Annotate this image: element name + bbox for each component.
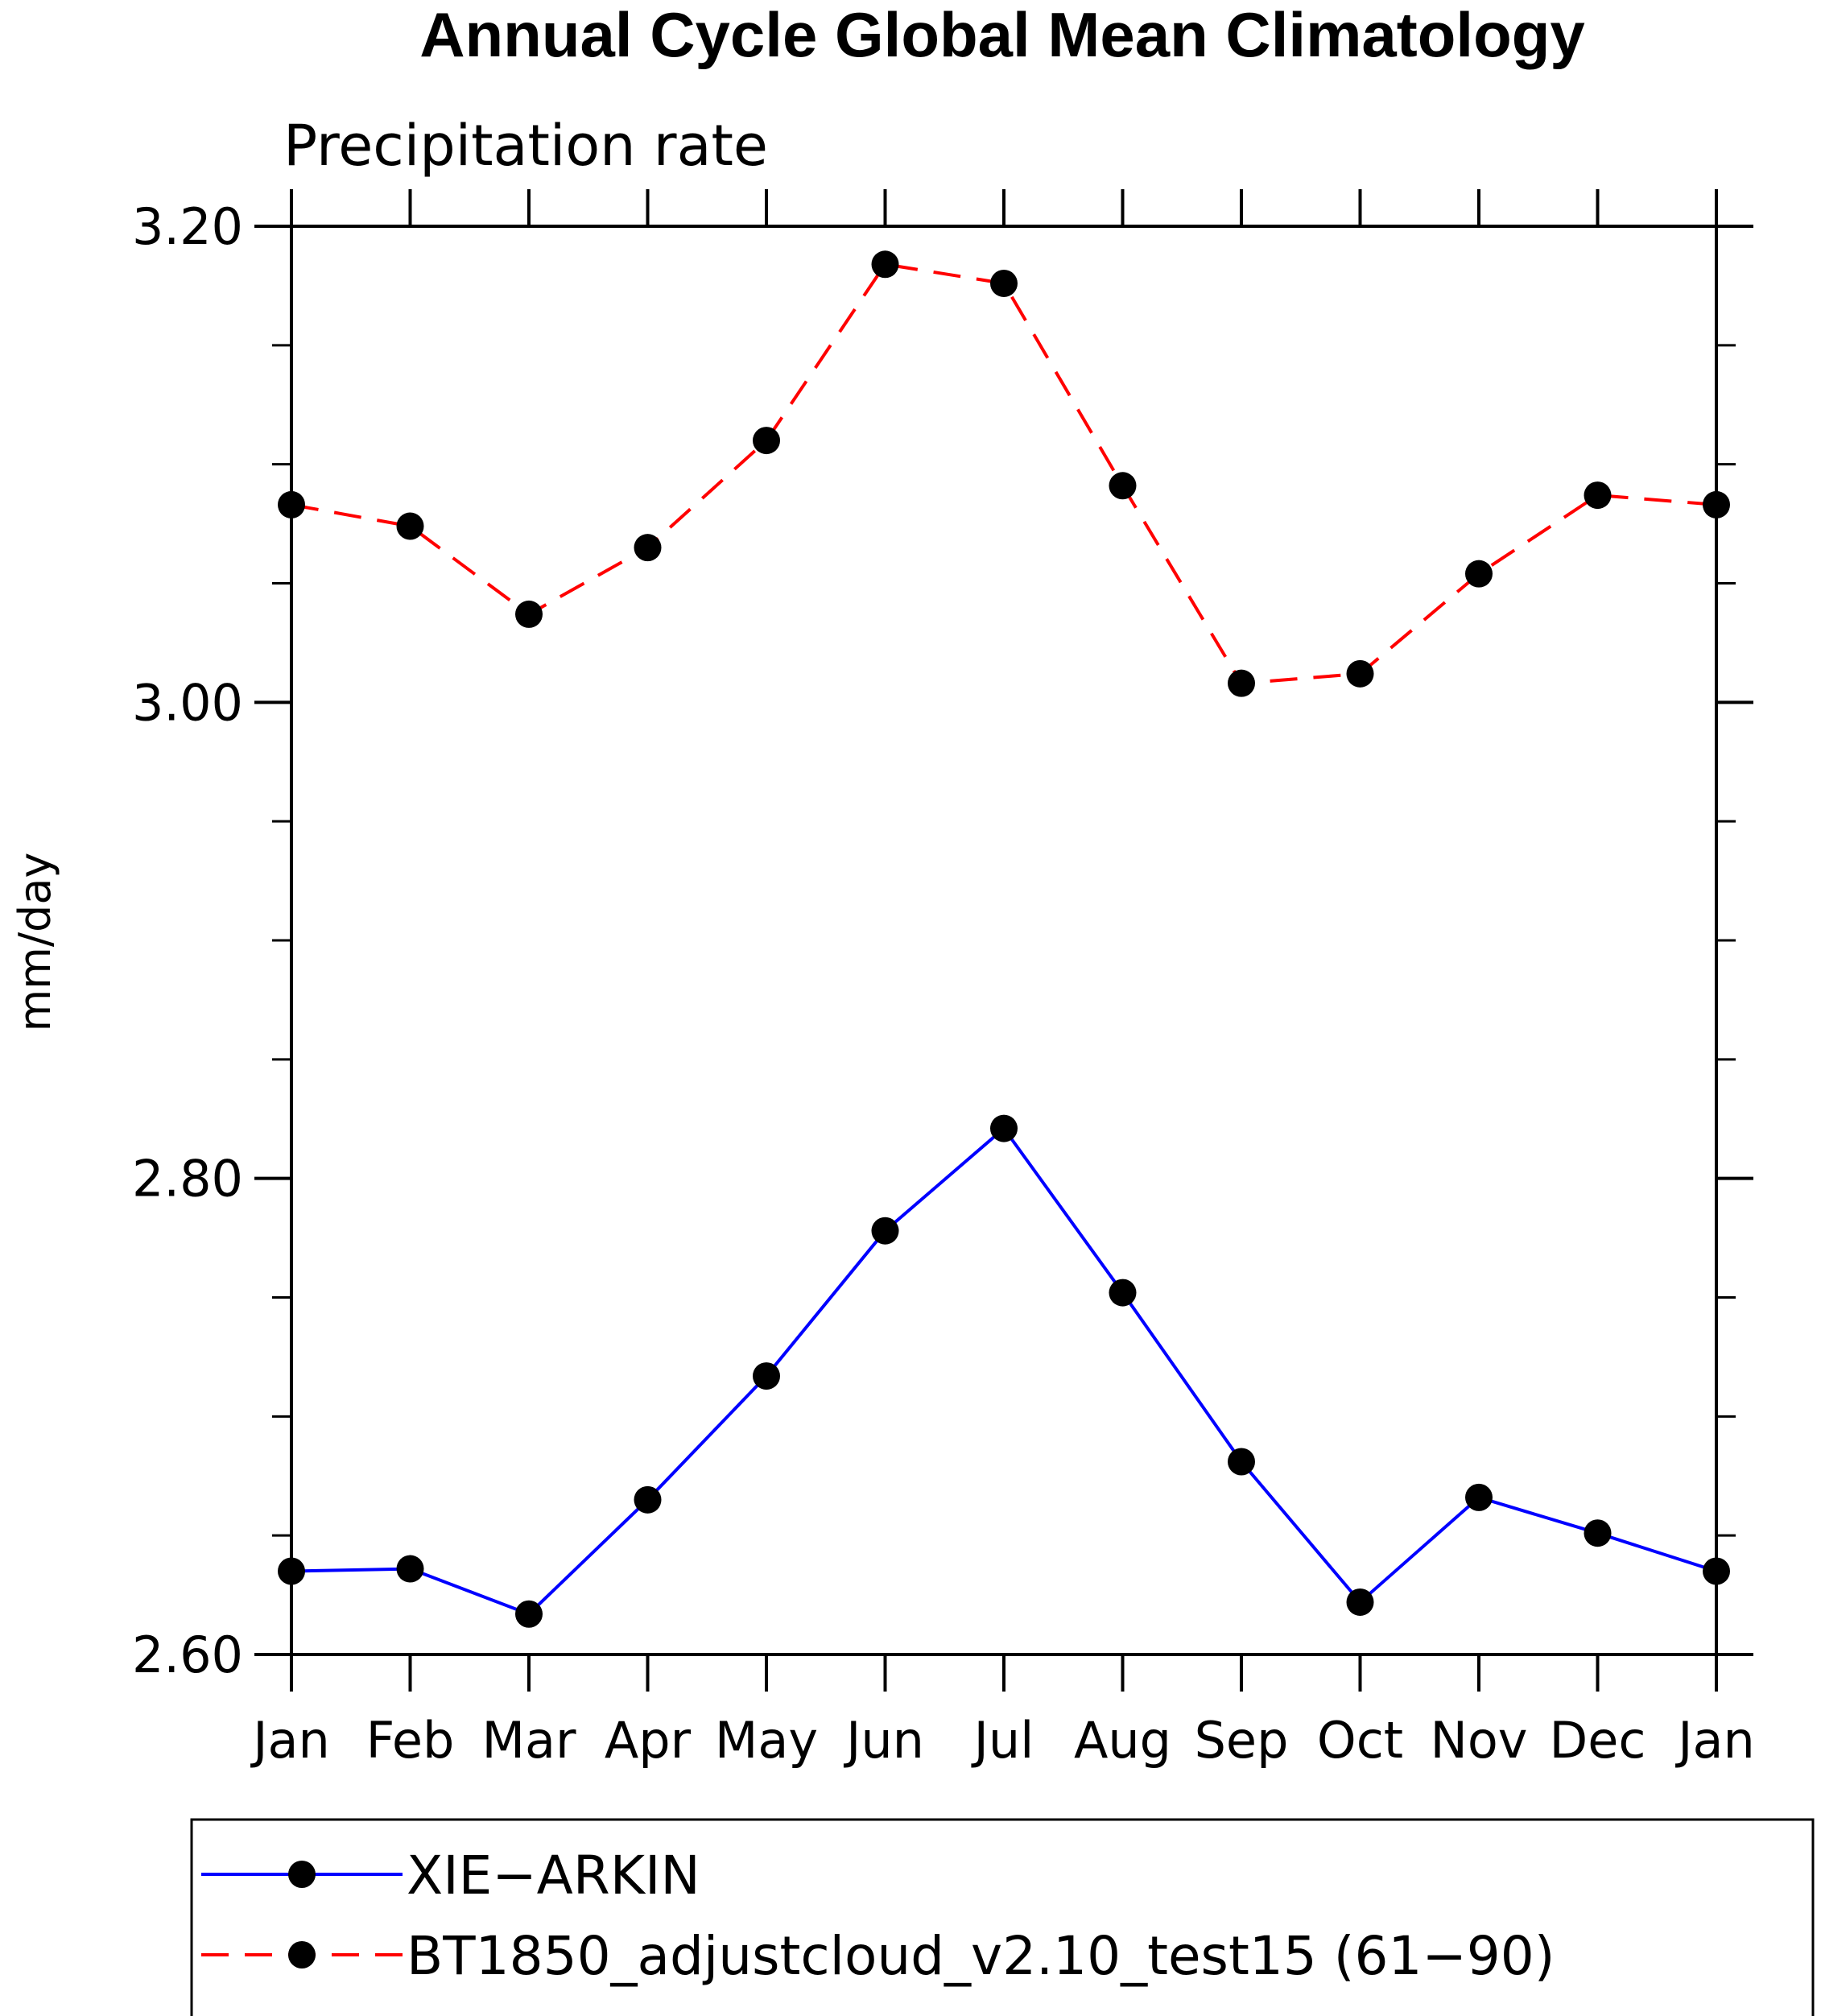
series-2-point	[871, 250, 899, 279]
x-tick-label: May	[715, 1711, 818, 1770]
x-tick-label: Feb	[366, 1711, 455, 1770]
y-tick-labels: 2.60 2.80 3.00 3.20	[132, 197, 243, 1684]
x-tick-label: Sep	[1195, 1711, 1289, 1770]
series-1-point	[1346, 1588, 1374, 1616]
series-2-point	[1109, 472, 1137, 500]
x-tick-label: Jan	[1674, 1711, 1755, 1770]
series-2-point	[753, 427, 780, 455]
series-2-point	[1465, 560, 1493, 588]
series-2-point	[1703, 490, 1730, 518]
series-2-point	[396, 512, 424, 540]
legend-box	[190, 1818, 1815, 2016]
chart-title: Annual Cycle Global Mean Climatology	[419, 0, 1585, 70]
series-2-point	[1228, 669, 1255, 697]
x-tick-label: Jun	[843, 1711, 924, 1770]
series-2-point	[278, 490, 305, 518]
y-tick-label: 2.60	[132, 1626, 243, 1684]
x-tick-label: Jul	[971, 1711, 1034, 1770]
x-tick-label: Oct	[1317, 1711, 1403, 1770]
y-tick-label: 3.20	[132, 197, 243, 256]
series-1-point	[1584, 1519, 1612, 1547]
series-line-2	[291, 262, 1717, 685]
y-tick-label: 3.00	[132, 673, 243, 732]
x-tick-label: Dec	[1550, 1711, 1646, 1770]
x-tick-label: Nov	[1430, 1711, 1527, 1770]
series-2-point	[634, 534, 662, 562]
series-1-point	[990, 1114, 1018, 1142]
series-line-1	[291, 1126, 1717, 1617]
series-2-point	[1346, 659, 1374, 688]
axis-ticks	[254, 189, 1753, 1692]
chart-subtitle: Precipitation rate	[283, 113, 768, 179]
series-1-point	[1465, 1483, 1493, 1511]
legend-swatch-marker	[288, 1941, 316, 1968]
series-1-point	[396, 1555, 424, 1583]
x-tick-label: Mar	[482, 1711, 576, 1770]
x-tick-labels: Jan Feb Mar Apr May Jun Jul Aug Sep Oct Nov Dec Jan	[250, 1711, 1755, 1770]
series-group	[278, 250, 1730, 1628]
legend-label: BT1850_adjustcloud_v2.10_test15 (61−90)	[407, 1925, 1555, 1987]
series-1-point	[634, 1485, 662, 1514]
series-1-point	[1703, 1557, 1730, 1585]
legend-label: XIE−ARKIN	[407, 1845, 700, 1907]
series-2-point	[990, 269, 1018, 297]
legend: XIE−ARKIN BT1850_adjustcloud_v2.10_test15…	[201, 1845, 1555, 1987]
x-tick-label: Jan	[250, 1711, 330, 1770]
series-1-point	[871, 1217, 899, 1245]
x-tick-label: Apr	[605, 1711, 692, 1770]
plot-frame	[290, 225, 1718, 1656]
series-1-point	[1228, 1448, 1255, 1476]
series-1-point	[278, 1557, 305, 1585]
series-1-point	[753, 1362, 780, 1390]
series-1-point	[515, 1600, 543, 1628]
legend-swatch-marker	[288, 1861, 316, 1888]
series-2-point	[515, 600, 543, 628]
series-2-point	[1584, 481, 1612, 510]
y-tick-label: 2.80	[132, 1150, 243, 1208]
y-axis-label: mm/day	[10, 853, 60, 1032]
series-1-point	[1109, 1279, 1137, 1307]
x-tick-label: Aug	[1074, 1711, 1171, 1770]
